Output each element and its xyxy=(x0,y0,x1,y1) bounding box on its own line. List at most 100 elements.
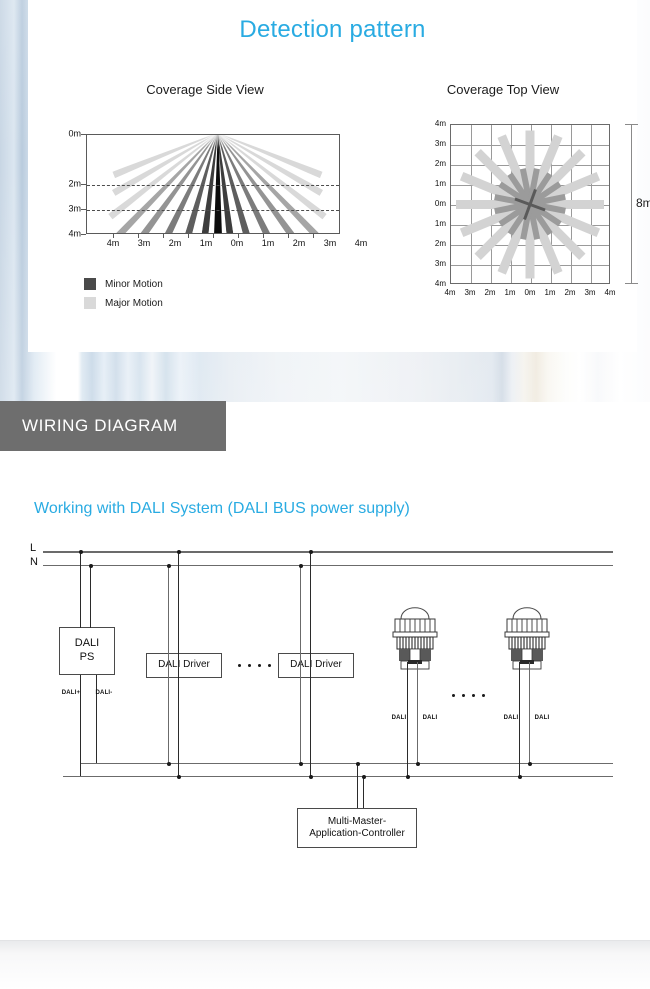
legend-label-minor: Minor Motion xyxy=(105,278,163,290)
top-ylabel-2: 2m xyxy=(434,159,446,168)
top-view-plot-area xyxy=(450,124,610,284)
multi-master-controller-box[interactable]: Multi-Master- Application-Controller xyxy=(297,808,417,848)
side-ylabel-2m: 2m xyxy=(68,178,81,189)
mains-label-L: L xyxy=(30,542,37,554)
sensor2-wire-right xyxy=(529,662,530,763)
page-footer-divider xyxy=(0,940,650,941)
top-xlabel-0: 4m xyxy=(444,288,456,297)
junction-driver1-bus-minus xyxy=(176,774,181,779)
top-ylabel-0: 4m xyxy=(434,119,446,128)
ps-drop-N xyxy=(90,565,91,628)
dali-bus-plus xyxy=(80,763,613,764)
junction-driver1-N xyxy=(166,564,171,568)
dali-sensor-1[interactable] xyxy=(384,598,446,676)
side-xtick-7 xyxy=(288,234,289,238)
side-view-plot-area xyxy=(86,134,340,234)
side-xlabel-5: 1m xyxy=(261,238,275,248)
side-xlabel-6: 2m xyxy=(292,238,306,248)
sensor2-terminal-label-right: DALI xyxy=(534,715,550,721)
side-xtick-2 xyxy=(163,234,164,238)
mains-bus-L xyxy=(43,551,613,553)
side-xtick-3 xyxy=(188,234,189,238)
dali-ps-line2: PS xyxy=(79,651,95,663)
top-ylabel-8: 4m xyxy=(434,279,446,288)
ps-terminal-label-minus: DALI- xyxy=(95,690,113,696)
top-view-extent-scale: 8m xyxy=(620,124,650,284)
top-ylabel-1: 3m xyxy=(434,139,446,148)
side-ytick-4m xyxy=(81,234,86,235)
legend-swatch-major xyxy=(84,297,96,309)
dali-ps-line1: DALI xyxy=(74,637,100,650)
sensor-1-icon xyxy=(392,607,438,670)
dali-sensor-2[interactable] xyxy=(496,598,558,676)
ps-terminal-label-plus: DALI+ xyxy=(61,690,81,696)
dali-ps-box[interactable]: DALI PS xyxy=(59,627,115,675)
side-xtick-6 xyxy=(263,234,264,238)
driver1-drop-N xyxy=(168,565,169,763)
sensor2-wire-left xyxy=(519,662,520,776)
junction-driver2-N xyxy=(298,564,303,568)
side-view-legend: Minor Motion Major Motion xyxy=(84,278,163,316)
dali-driver-2-box[interactable]: DALI Driver xyxy=(278,653,354,678)
junction-ps-N xyxy=(88,564,93,568)
dali-driver-1-box[interactable]: DALI Driver xyxy=(146,653,222,678)
top-ylabel-5: 1m xyxy=(434,219,446,228)
coverage-side-view-chart: Coverage Side View 0m xyxy=(40,82,370,327)
dali-driver-1-label: DALI Driver xyxy=(158,659,210,671)
junction-driver1-L xyxy=(176,550,181,554)
controller-line1: Multi-Master- xyxy=(327,815,387,827)
junction-sensor2-bus-minus xyxy=(517,774,522,779)
junction-sensor1-bus-plus xyxy=(415,761,420,766)
scale-line xyxy=(631,124,632,284)
side-xtick-0 xyxy=(113,234,114,238)
top-xlabel-4: 0m xyxy=(524,288,536,297)
sensor2-terminal-label-left: DALI xyxy=(503,715,519,721)
section-tab-label: WIRING DIAGRAM xyxy=(22,416,178,435)
legend-label-major: Major Motion xyxy=(105,297,163,309)
beam-minor-center xyxy=(214,135,222,233)
side-ylabel-4m: 4m xyxy=(68,228,81,239)
legend-swatch-minor xyxy=(84,278,96,290)
junction-driver2-L xyxy=(308,550,313,554)
junction-controller-bus-plus xyxy=(355,761,360,766)
driver2-drop-L xyxy=(310,552,311,776)
mains-bus-N xyxy=(43,565,613,566)
legend-item-major-motion: Major Motion xyxy=(84,297,163,309)
junction-sensor1-bus-minus xyxy=(405,774,410,779)
wiring-diagram: L N DALI PS DALI+ DALI- DALI Driver DALI… xyxy=(0,540,650,870)
wiring-heading: Working with DALI System (DALI BUS power… xyxy=(34,500,410,517)
controller-wire-plus xyxy=(357,763,358,808)
top-xlabel-2: 2m xyxy=(484,288,496,297)
top-xlabel-5: 1m xyxy=(544,288,556,297)
page-title: Detection pattern xyxy=(239,16,426,43)
side-xlabel-2: 2m xyxy=(168,238,182,248)
page-footer xyxy=(0,941,650,989)
top-ylabel-7: 3m xyxy=(434,259,446,268)
scale-label-8m: 8m xyxy=(636,196,650,210)
side-xlabel-3: 1m xyxy=(199,238,213,248)
driver1-drop-L xyxy=(178,552,179,776)
side-view-title: Coverage Side View xyxy=(146,82,264,97)
sensor1-wire-left xyxy=(407,662,408,776)
controller-line2: Application-Controller xyxy=(309,828,405,839)
top-xlabel-6: 2m xyxy=(564,288,576,297)
detection-pattern-card: Detection pattern Coverage Side View xyxy=(28,0,650,352)
mains-label-N: N xyxy=(30,556,38,568)
junction-driver1-bus-plus xyxy=(166,761,171,766)
side-ytick-0m xyxy=(81,134,86,135)
side-ytick-3m xyxy=(81,209,86,210)
top-ylabel-3: 1m xyxy=(434,179,446,188)
coverage-top-view-chart: Coverage Top View xyxy=(388,82,650,327)
side-ytick-2m xyxy=(81,184,86,185)
junction-driver2-bus-minus xyxy=(308,774,313,779)
controller-wire-minus xyxy=(363,776,364,808)
gridline-3m xyxy=(87,210,339,211)
top-view-title: Coverage Top View xyxy=(446,82,560,97)
side-xlabel-1: 3m xyxy=(137,238,151,248)
ps-drop-L xyxy=(80,552,81,628)
drivers-continuation-dots xyxy=(238,664,271,667)
top-ylabel-4: 0m xyxy=(434,199,446,208)
sensor-2-icon xyxy=(504,607,550,670)
scale-cap-bottom xyxy=(625,283,638,284)
ps-out-daliminus xyxy=(96,675,97,763)
